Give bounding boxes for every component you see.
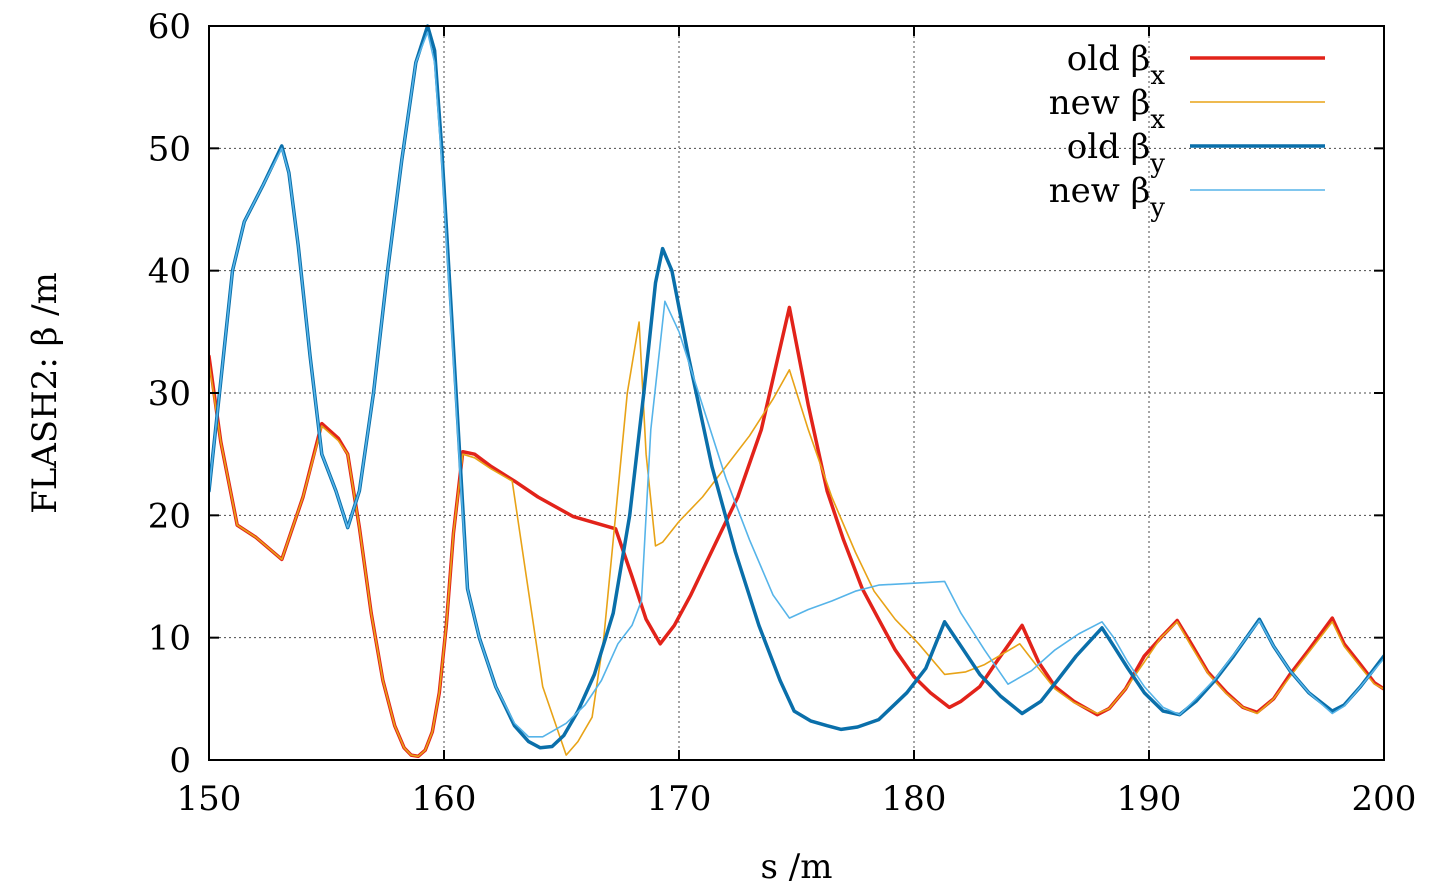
y-tick-label: 20 xyxy=(148,496,191,536)
legend-label-3: new βy xyxy=(1049,171,1166,223)
series-line-3 xyxy=(209,31,1384,738)
y-tick-label: 0 xyxy=(169,741,191,781)
y-tick-label: 60 xyxy=(148,7,191,47)
tick-labels: 150 160 170 180 190 200 0 10 20 30 40 50 60 xyxy=(148,7,1417,819)
legend-subscript-1: x xyxy=(1150,105,1165,135)
y-axis-label: FLASH2: β /m xyxy=(25,272,65,514)
y-tick-label: 30 xyxy=(148,374,191,414)
x-axis-label: s /m xyxy=(761,847,833,887)
y-tick-label: 10 xyxy=(148,619,191,659)
axis-ticks xyxy=(208,25,1385,761)
x-tick-label: 150 xyxy=(177,779,242,819)
legend-subscript-0: x xyxy=(1150,61,1165,91)
legend-subscript-3: y xyxy=(1149,193,1165,223)
series-layer xyxy=(209,24,1384,759)
x-tick-label: 170 xyxy=(647,779,712,819)
legend-subscript-2: y xyxy=(1149,149,1165,179)
series-line-1 xyxy=(209,321,1384,758)
y-tick-label: 50 xyxy=(148,129,191,169)
x-tick-label: 160 xyxy=(412,779,477,819)
x-tick-label: 200 xyxy=(1352,779,1417,819)
x-tick-label: 180 xyxy=(882,779,947,819)
series-line-2 xyxy=(209,24,1384,750)
x-tick-label: 190 xyxy=(1117,779,1182,819)
y-tick-label: 40 xyxy=(148,252,191,292)
